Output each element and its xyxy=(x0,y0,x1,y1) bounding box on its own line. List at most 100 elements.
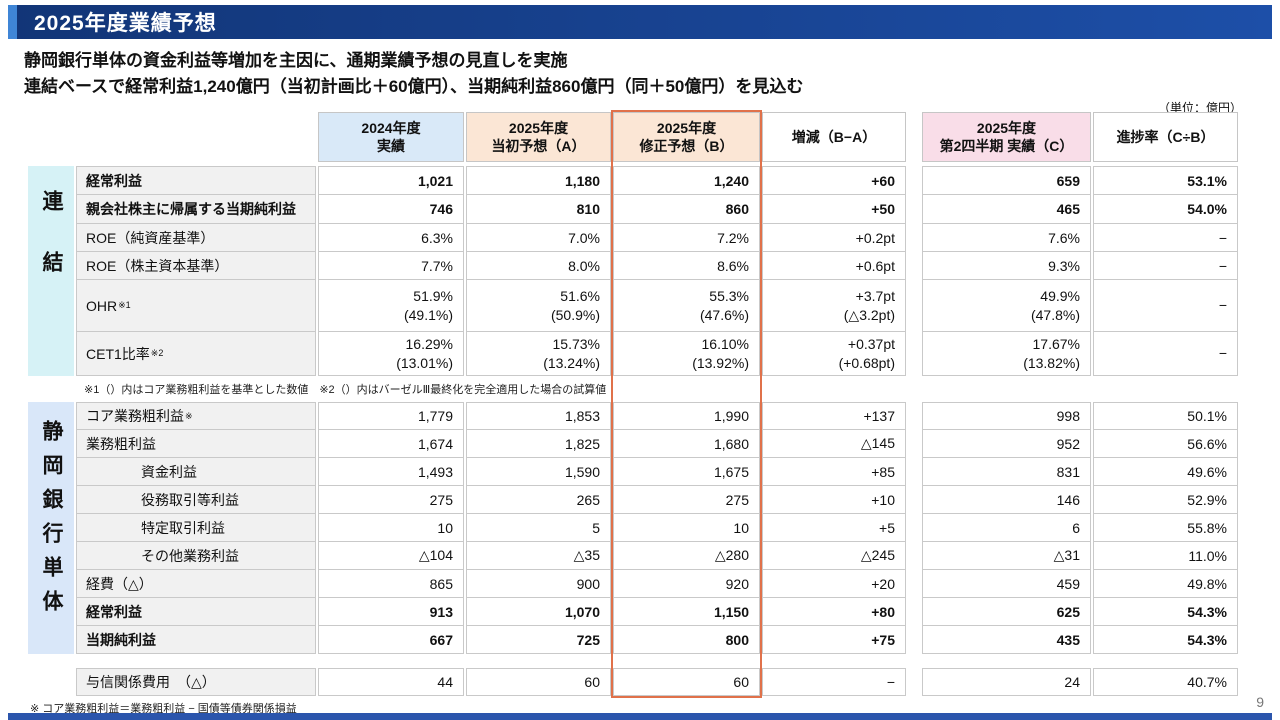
table-cell: 920 xyxy=(613,570,760,598)
table-cell: 50.1% xyxy=(1093,402,1238,430)
table-cell: 1,493 xyxy=(318,458,464,486)
table-cell: 10 xyxy=(613,514,760,542)
table-cell: 1,240 xyxy=(613,166,760,195)
page-number: 9 xyxy=(1256,694,1264,710)
table-cell: − xyxy=(1093,224,1238,252)
bank-section: 静岡銀行単体 コア業務粗利益 ※ 1,779 1,853 1,990 +137 9… xyxy=(28,402,1240,654)
page-title: 2025年度業績予想 xyxy=(34,12,217,35)
col-header-progress-rate: 進捗率（C÷B） xyxy=(1093,112,1238,162)
table-cell: 275 xyxy=(613,486,760,514)
row-label: コア業務粗利益 ※ xyxy=(76,402,316,430)
column-gap xyxy=(908,166,920,195)
table-cell: 49.6% xyxy=(1093,458,1238,486)
row-label: 経常利益 xyxy=(76,166,316,195)
table-cell: +5 xyxy=(762,514,906,542)
table-cell: 54.3% xyxy=(1093,598,1238,626)
table-cell: +50 xyxy=(762,195,906,224)
table-row: 経費（△） 865 900 920 +20 459 49.8% xyxy=(76,570,1240,598)
table-cell: 1,853 xyxy=(466,402,611,430)
subtitle-line-1: 静岡銀行単体の資金利益等増加を主因に、通期業績予想の見直しを実施 xyxy=(24,51,568,70)
table-cell: 1,674 xyxy=(318,430,464,458)
table-cell: 16.10% (13.92%) xyxy=(613,332,760,376)
table-cell: 51.9% (49.1%) xyxy=(318,280,464,332)
table-cell: 1,180 xyxy=(466,166,611,195)
table-row: ROE（株主資本基準） 7.7% 8.0% 8.6% +0.6pt 9.3% − xyxy=(76,252,1240,280)
table-row: 経常利益 1,021 1,180 1,240 +60 659 53.1% xyxy=(76,166,1240,195)
table-cell: 1,590 xyxy=(466,458,611,486)
table-cell: 56.6% xyxy=(1093,430,1238,458)
table-cell: 60 xyxy=(466,668,611,696)
table-cell: 265 xyxy=(466,486,611,514)
footnote-bank: ※ コア業務粗利益＝業務粗利益 − 国債等債券関係損益 xyxy=(30,703,297,715)
table-cell: 800 xyxy=(613,626,760,654)
table-cell: △145 xyxy=(762,430,906,458)
table-cell: 667 xyxy=(318,626,464,654)
table-cell: 831 xyxy=(922,458,1091,486)
table-cell: +85 xyxy=(762,458,906,486)
table-cell: +80 xyxy=(762,598,906,626)
col-header-2025-initial: 2025年度 当初予想（A） xyxy=(466,112,611,162)
table-cell: △104 xyxy=(318,542,464,570)
table-cell: 1,680 xyxy=(613,430,760,458)
row-label: 与信関係費用 （△） xyxy=(76,668,316,696)
table-cell: 865 xyxy=(318,570,464,598)
table-cell: − xyxy=(1093,332,1238,376)
table-cell: 55.3% (47.6%) xyxy=(613,280,760,332)
row-label: ROE（株主資本基準） xyxy=(76,252,316,280)
row-label: 資金利益 xyxy=(76,458,316,486)
table-row: 業務粗利益 1,674 1,825 1,680 △145 952 56.6% xyxy=(76,430,1240,458)
table-cell: 459 xyxy=(922,570,1091,598)
row-label: 経費（△） xyxy=(76,570,316,598)
column-gap xyxy=(908,332,920,376)
table-cell: 11.0% xyxy=(1093,542,1238,570)
table-cell: 900 xyxy=(466,570,611,598)
column-gap xyxy=(908,542,920,570)
col-header-q2-actual: 2025年度 第2四半期 実績（C） xyxy=(922,112,1091,162)
table-cell: 6 xyxy=(922,514,1091,542)
column-gap xyxy=(908,280,920,332)
table-cell: +60 xyxy=(762,166,906,195)
header-spacer xyxy=(28,112,316,162)
table-cell: +137 xyxy=(762,402,906,430)
table-cell: 49.9% (47.8%) xyxy=(922,280,1091,332)
row-label: 経常利益 xyxy=(76,598,316,626)
table-cell: 465 xyxy=(922,195,1091,224)
table-row: 特定取引利益 10 5 10 +5 6 55.8% xyxy=(76,514,1240,542)
table-cell: 49.8% xyxy=(1093,570,1238,598)
header-gap xyxy=(908,112,920,162)
subtitle: 静岡銀行単体の資金利益等増加を主因に、通期業績予想の見直しを実施 連結ベースで経… xyxy=(24,48,803,99)
table-cell: 53.1% xyxy=(1093,166,1238,195)
table-cell: − xyxy=(1093,280,1238,332)
table-row: ROE（純資産基準） 6.3% 7.0% 7.2% +0.2pt 7.6% − xyxy=(76,224,1240,252)
bottom-accent-bar xyxy=(8,713,1272,720)
table-cell: 10 xyxy=(318,514,464,542)
table-cell: 952 xyxy=(922,430,1091,458)
table-cell: △31 xyxy=(922,542,1091,570)
table-cell: 7.2% xyxy=(613,224,760,252)
table-cell: − xyxy=(762,668,906,696)
col-header-change: 増減（B−A） xyxy=(762,112,906,162)
table-cell: 6.3% xyxy=(318,224,464,252)
group-label-consolidated: 連結 xyxy=(28,166,74,376)
table-cell: +0.6pt xyxy=(762,252,906,280)
consolidated-section: 連結 経常利益 1,021 1,180 1,240 +60 659 53.1% … xyxy=(28,166,1240,376)
col-header-2025-revised: 2025年度 修正予想（B） xyxy=(613,112,760,162)
table-cell: 7.6% xyxy=(922,224,1091,252)
footnote-consolidated: ※1（）内はコア業務粗利益を基準とした数値 ※2（）内はバーゼルⅢ最終化を完全適… xyxy=(84,384,607,396)
column-gap xyxy=(908,514,920,542)
title-bar: 2025年度業績予想 xyxy=(8,5,1272,39)
table-cell: 1,825 xyxy=(466,430,611,458)
table-cell: 1,779 xyxy=(318,402,464,430)
column-gap xyxy=(908,458,920,486)
row-label: 役務取引等利益 xyxy=(76,486,316,514)
row-label: 親会社株主に帰属する当期純利益 xyxy=(76,195,316,224)
table-cell: 860 xyxy=(613,195,760,224)
column-gap xyxy=(908,598,920,626)
table-cell: +3.7pt (△3.2pt) xyxy=(762,280,906,332)
table-header-row: 2024年度 実績 2025年度 当初予想（A） 2025年度 修正予想（B） … xyxy=(28,112,1240,162)
table-row: 与信関係費用 （△） 44 60 60 − 24 40.7% xyxy=(76,668,1240,696)
table-cell: +20 xyxy=(762,570,906,598)
table-cell: 913 xyxy=(318,598,464,626)
col-header-2024-actual: 2024年度 実績 xyxy=(318,112,464,162)
table-cell: 54.0% xyxy=(1093,195,1238,224)
